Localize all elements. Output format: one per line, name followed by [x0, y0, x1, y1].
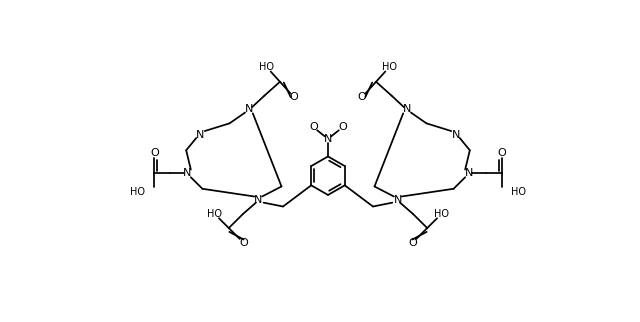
Text: N: N — [452, 130, 460, 140]
Text: O: O — [339, 122, 347, 132]
Text: O: O — [408, 238, 417, 248]
Text: N: N — [403, 104, 412, 115]
Text: O: O — [289, 92, 298, 102]
Text: HO: HO — [130, 187, 145, 197]
Text: N: N — [394, 195, 402, 205]
Text: N: N — [465, 168, 473, 178]
Text: O: O — [239, 238, 248, 248]
Text: O: O — [150, 147, 159, 157]
Text: HO: HO — [207, 209, 222, 219]
Text: HO: HO — [382, 62, 397, 72]
Text: N: N — [254, 195, 262, 205]
Text: HO: HO — [259, 62, 274, 72]
Text: HO: HO — [511, 187, 526, 197]
Text: O: O — [309, 122, 317, 132]
Text: N: N — [244, 104, 253, 115]
Text: N: N — [324, 134, 332, 144]
Text: N: N — [183, 168, 191, 178]
Text: O: O — [497, 147, 506, 157]
Text: O: O — [358, 92, 367, 102]
Text: HO: HO — [434, 209, 449, 219]
Text: N: N — [196, 130, 204, 140]
